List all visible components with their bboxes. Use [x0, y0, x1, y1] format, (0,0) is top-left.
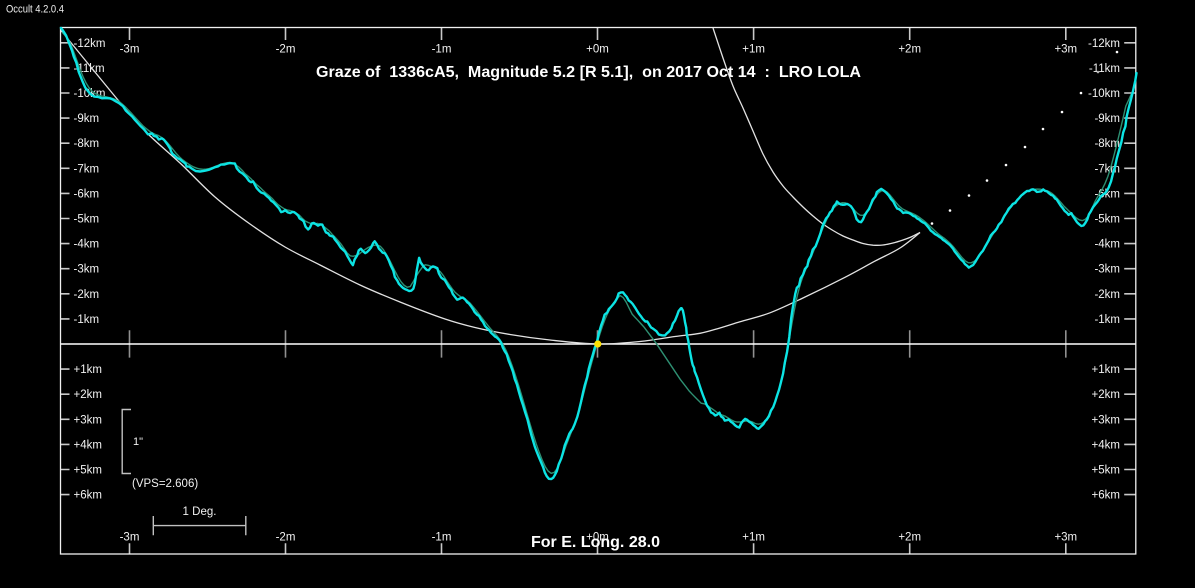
svg-text:+0m: +0m: [586, 44, 609, 56]
svg-text:-8km: -8km: [74, 138, 100, 150]
svg-text:-5km: -5km: [74, 214, 100, 226]
svg-text:-12km: -12km: [1088, 38, 1120, 50]
svg-text:Graze of 1336cA5, Magnitude: Graze of 1336cA5, Magnitude 5.2 [R 5.1],…: [316, 64, 861, 81]
svg-text:-4km: -4km: [1094, 239, 1120, 251]
svg-text:+3m: +3m: [1054, 532, 1077, 544]
svg-text:+3m: +3m: [1054, 44, 1077, 56]
svg-text:-1km: -1km: [1094, 314, 1120, 326]
svg-text:-4km: -4km: [74, 239, 100, 251]
svg-text:1": 1": [133, 436, 143, 448]
svg-text:+6km: +6km: [1092, 490, 1120, 502]
svg-text:-2km: -2km: [74, 289, 100, 301]
svg-text:(VPS=2.606): (VPS=2.606): [132, 478, 198, 490]
svg-text:+1m: +1m: [742, 532, 765, 544]
svg-text:+3km: +3km: [74, 414, 102, 426]
svg-text:+5km: +5km: [1092, 465, 1120, 477]
svg-text:+2km: +2km: [74, 389, 102, 401]
svg-text:For E. Long. 28.0: For E. Long. 28.0: [531, 534, 660, 551]
svg-text:-11km: -11km: [1089, 63, 1120, 75]
svg-text:-6km: -6km: [74, 188, 100, 200]
svg-text:-7km: -7km: [74, 163, 100, 175]
svg-text:+2m: +2m: [898, 532, 921, 544]
svg-text:+4km: +4km: [1092, 439, 1120, 451]
svg-text:-2m: -2m: [276, 44, 296, 56]
svg-text:-12km: -12km: [74, 38, 106, 50]
svg-text:-3km: -3km: [1094, 264, 1120, 276]
svg-text:-2km: -2km: [1094, 289, 1120, 301]
svg-text:-1m: -1m: [432, 532, 452, 544]
svg-text:+3km: +3km: [1092, 414, 1120, 426]
svg-text:+1m: +1m: [742, 44, 765, 56]
svg-text:-10km: -10km: [1088, 88, 1120, 100]
svg-text:-5km: -5km: [1094, 214, 1120, 226]
svg-text:-3m: -3m: [120, 532, 140, 544]
svg-text:+1km: +1km: [74, 364, 102, 376]
svg-text:+4km: +4km: [74, 439, 102, 451]
svg-text:-9km: -9km: [1094, 113, 1120, 125]
svg-text:+2km: +2km: [1092, 389, 1120, 401]
svg-text:-2m: -2m: [276, 532, 296, 544]
svg-text:1 Deg.: 1 Deg.: [183, 506, 217, 518]
svg-text:-1km: -1km: [74, 314, 100, 326]
svg-text:-3km: -3km: [74, 264, 100, 276]
svg-text:Occult 4.2.0.4: Occult 4.2.0.4: [6, 4, 64, 16]
svg-text:-3m: -3m: [120, 44, 140, 56]
svg-text:-9km: -9km: [74, 113, 100, 125]
svg-text:-8km: -8km: [1094, 138, 1120, 150]
svg-text:+5km: +5km: [74, 465, 102, 477]
svg-text:+0m: +0m: [586, 532, 609, 544]
svg-text:+6km: +6km: [74, 490, 102, 502]
svg-text:+1km: +1km: [1092, 364, 1120, 376]
svg-text:-1m: -1m: [432, 44, 452, 56]
svg-text:+2m: +2m: [898, 44, 921, 56]
